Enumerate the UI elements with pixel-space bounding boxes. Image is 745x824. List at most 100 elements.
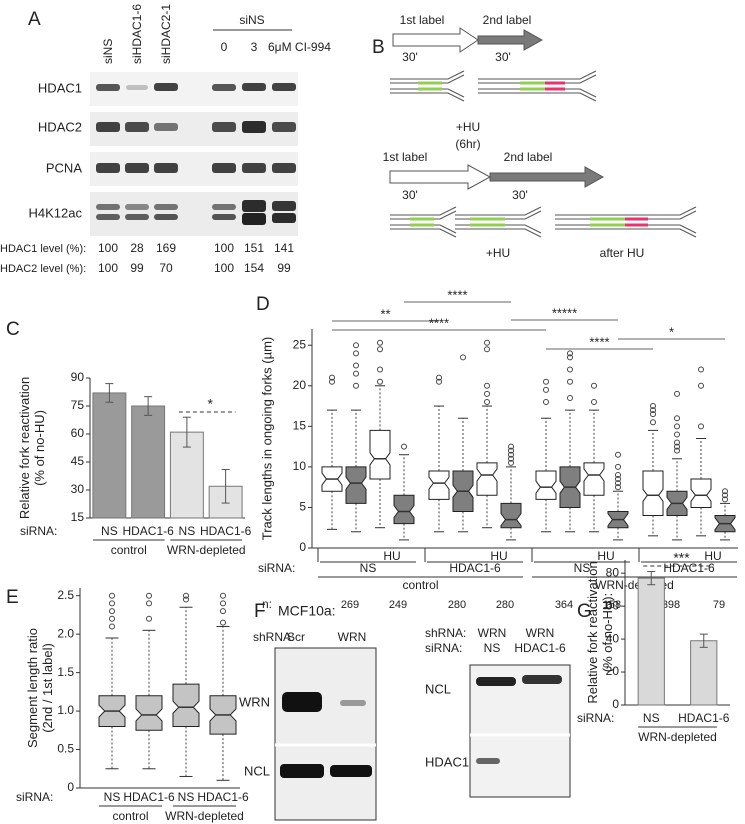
outlier [615, 463, 621, 470]
strand [390, 70, 465, 80]
outlier [650, 419, 656, 426]
band [212, 214, 236, 220]
band [154, 214, 178, 220]
outlier [674, 443, 680, 450]
outlier [109, 592, 115, 599]
outlier [674, 447, 680, 454]
outlier [543, 378, 549, 385]
band [212, 122, 236, 132]
group-label: control [402, 578, 438, 592]
x-tick-label: HDAC1-6 [122, 524, 174, 538]
outlier [353, 342, 359, 349]
outlier [401, 443, 407, 450]
row-label: HDAC1 [425, 754, 469, 769]
arrow-second [489, 166, 605, 188]
band [272, 201, 296, 211]
bar [131, 405, 166, 519]
outlier [329, 378, 335, 385]
n-value: 364 [555, 599, 573, 611]
band [272, 83, 296, 91]
band [154, 204, 178, 210]
strand [390, 92, 465, 102]
sirna-name: HDAC1-6 [663, 561, 715, 575]
band [282, 692, 322, 712]
y-tick-label: 30 [71, 482, 85, 496]
y-tick-label: 0 [612, 697, 619, 711]
blot-strip [90, 112, 298, 146]
outlier [377, 346, 383, 353]
level-value: 28 [130, 241, 144, 255]
level-value: 100 [98, 261, 118, 275]
outlier [674, 415, 680, 422]
band [154, 163, 178, 173]
row-label: NCL [244, 763, 270, 778]
label: 1st label [383, 150, 428, 164]
outlier [377, 378, 383, 385]
strand [390, 88, 465, 98]
x-tick-label: NS [178, 790, 195, 804]
label: 30' [512, 188, 528, 202]
outlier [109, 608, 115, 615]
significance-label: ***** [552, 305, 577, 320]
box [369, 429, 391, 480]
row-label: NCL [425, 681, 451, 696]
level-value: 100 [214, 261, 234, 275]
band [212, 204, 236, 210]
level-value: 151 [244, 241, 264, 255]
outlier [615, 472, 621, 478]
band [125, 163, 149, 173]
panel-label: D [256, 294, 270, 315]
x-tick-label: HDAC1-6 [200, 524, 252, 538]
level-value: 169 [156, 241, 176, 255]
outlier [591, 399, 597, 405]
outlier [615, 480, 621, 487]
sirna-name: NS [360, 561, 377, 575]
box [500, 502, 522, 529]
sirna-label: siRNA: [16, 790, 53, 804]
sirna-name: NS [574, 561, 591, 575]
outlier [353, 370, 359, 377]
n-label: n: [262, 597, 272, 611]
arrow-second [477, 29, 544, 51]
outlier [508, 455, 514, 462]
outlier [508, 459, 514, 466]
strand [390, 210, 457, 220]
y-tick-label: 45 [71, 454, 85, 468]
x-tick-label: HDAC1-6 [678, 711, 730, 725]
band [154, 123, 178, 131]
outlier [674, 431, 680, 438]
label: siRNA: [425, 641, 462, 655]
y-axis-label: Relative fork reactivation [585, 561, 600, 703]
box [476, 462, 498, 496]
y-tick-label: 60 [606, 598, 620, 612]
box [172, 683, 200, 727]
y-tick-label: 0 [67, 780, 74, 794]
row-label: HDAC1 [38, 80, 82, 95]
group-label: control [111, 543, 147, 557]
sirna-label: siRNA: [258, 561, 295, 575]
band [272, 122, 296, 132]
x-tick-label: HDAC1-6 [197, 790, 249, 804]
outlier [109, 615, 115, 622]
bar [637, 577, 665, 706]
panel-label: A [28, 9, 41, 30]
strand [555, 206, 697, 216]
outlier [698, 366, 704, 373]
lane-label: siHDAC1-6 [130, 4, 144, 64]
panel-label: B [372, 37, 385, 58]
y-tick-label: 60 [71, 426, 85, 440]
y-tick-label: 5 [299, 500, 306, 514]
label: 2nd label [504, 150, 553, 164]
y-tick-label: 75 [71, 398, 85, 412]
band [96, 204, 120, 210]
level-value: 99 [130, 261, 144, 275]
label: (6hr) [455, 137, 480, 151]
band [476, 677, 516, 686]
outlier [484, 339, 490, 346]
significance-label: **** [589, 334, 609, 349]
outlier [183, 592, 189, 599]
band [212, 163, 236, 173]
outlier [674, 423, 680, 430]
condition-label: HU [597, 549, 614, 563]
